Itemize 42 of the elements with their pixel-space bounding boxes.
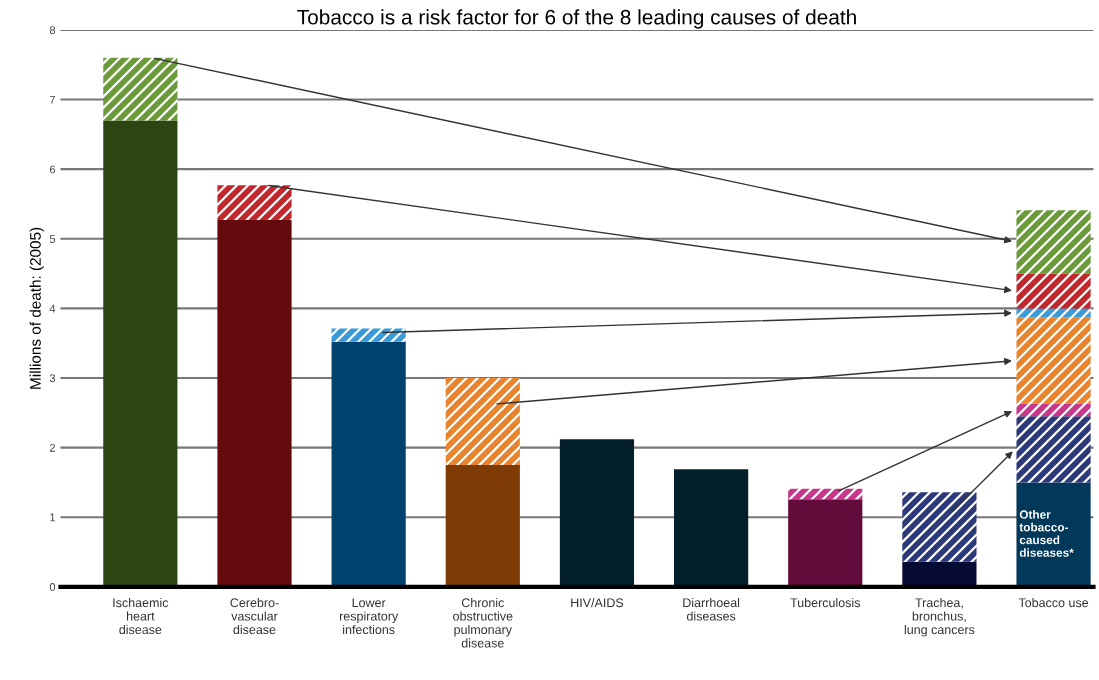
y-tick-label: 1	[50, 513, 56, 522]
y-tick-label: 4	[49, 304, 56, 313]
bar	[1016, 308, 1091, 318]
annotation: Other tobacco- caused diseases*	[1019, 510, 1074, 557]
x-tick-label: Trachea, bronchus, lung cancers	[904, 597, 975, 637]
bar	[217, 219, 292, 587]
y-tick-label: 8	[49, 26, 56, 35]
y-tick-label: 7	[49, 95, 56, 104]
bar	[1016, 403, 1091, 417]
bar	[1016, 482, 1091, 587]
bar	[217, 185, 292, 220]
bar	[331, 341, 406, 587]
bar	[445, 465, 520, 587]
chart-title: Tobacco is a risk factor for 6 of the 8 leading causes of death	[297, 9, 856, 29]
y-tick-label: 2	[49, 443, 56, 452]
bar	[1016, 210, 1091, 274]
x-tick-label: Diarrhoeal diseases	[683, 597, 740, 621]
bar	[1016, 317, 1091, 404]
bar	[559, 439, 635, 587]
bar	[902, 492, 977, 562]
x-tick-label: Tuberculosis	[790, 597, 860, 608]
bar	[788, 499, 863, 587]
x-tick-label: HIV/AIDS	[571, 597, 624, 608]
y-tick-label: 0	[49, 583, 56, 591]
bar	[445, 377, 520, 466]
y-tick-label: 3	[49, 374, 56, 383]
bar	[103, 120, 178, 587]
bar	[1016, 416, 1091, 483]
x-tick-label: Cerebro- vascular disease	[230, 597, 279, 635]
x-tick-label: Chronic obstructive pulmonary disease	[453, 597, 513, 648]
y-tick-label: 6	[49, 165, 56, 174]
x-tick-label: Tobacco use	[1018, 597, 1089, 608]
y-tick-label: 5	[49, 235, 56, 243]
x-tick-label: Lower respiratory infections	[339, 598, 399, 635]
bar	[331, 328, 406, 342]
y-axis-title: Millions of death: (2005)	[29, 227, 44, 389]
bar	[788, 488, 863, 500]
x-tick-label: Ischaemic heart disease	[113, 597, 169, 635]
bar	[902, 561, 977, 587]
bar	[1016, 273, 1091, 309]
bar	[103, 57, 178, 121]
bar	[674, 469, 749, 587]
